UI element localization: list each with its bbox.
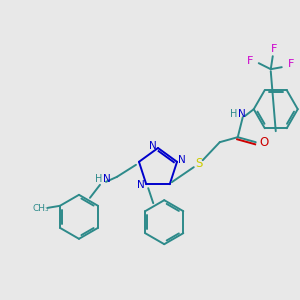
Text: F: F [271, 44, 277, 54]
Text: N: N [149, 141, 157, 151]
Text: N: N [238, 109, 246, 119]
Text: F: F [288, 59, 294, 69]
Text: F: F [247, 56, 253, 66]
Text: CH₃: CH₃ [33, 204, 49, 213]
Text: H: H [95, 174, 103, 184]
Text: S: S [195, 157, 202, 170]
Text: N: N [103, 174, 111, 184]
Text: O: O [259, 136, 268, 149]
Text: N: N [137, 180, 145, 190]
Text: H: H [230, 109, 237, 119]
Text: N: N [178, 155, 186, 165]
